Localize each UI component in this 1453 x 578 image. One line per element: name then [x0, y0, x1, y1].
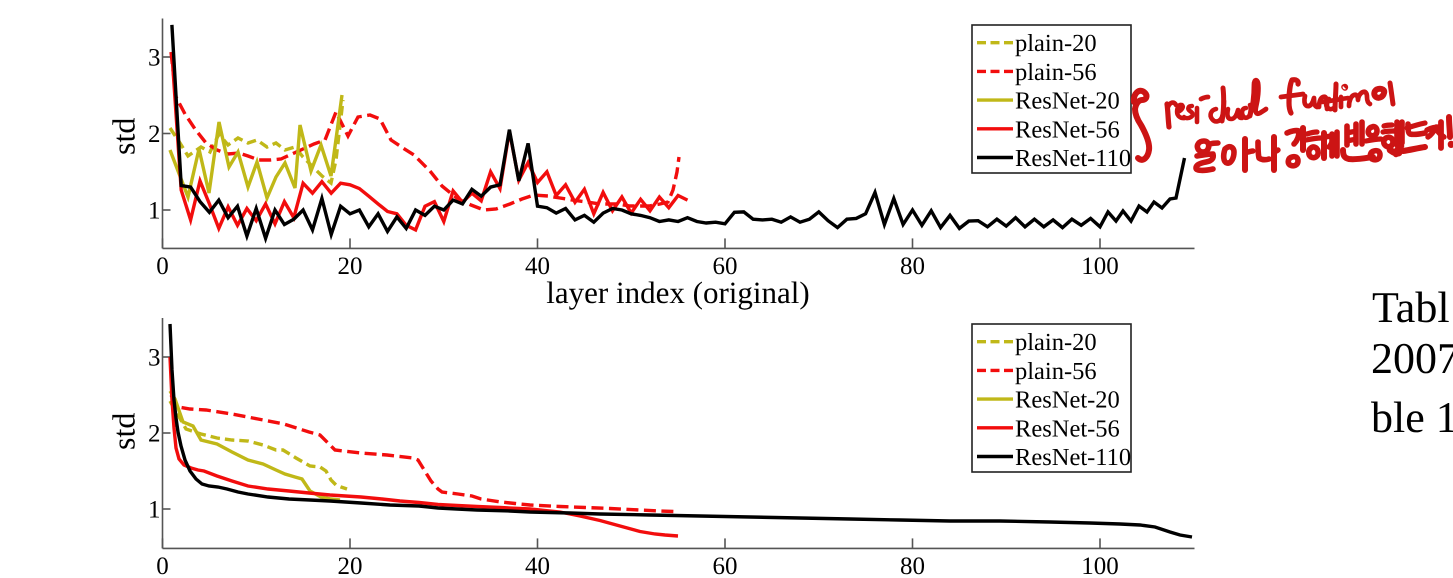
svg-text:std: std [106, 118, 142, 155]
svg-text:1: 1 [148, 497, 161, 524]
svg-text:ResNet-20: ResNet-20 [1015, 88, 1120, 115]
svg-text:1: 1 [148, 198, 161, 225]
svg-text:0: 0 [156, 253, 169, 280]
svg-text:ble 1: ble 1 [1371, 393, 1453, 442]
svg-text:100: 100 [1081, 553, 1119, 578]
svg-text:plain-56: plain-56 [1015, 358, 1097, 385]
svg-text:3: 3 [148, 345, 161, 372]
svg-text:80: 80 [900, 553, 925, 578]
svg-text:0: 0 [156, 553, 169, 578]
svg-text:20: 20 [338, 253, 363, 280]
svg-text:ResNet-110: ResNet-110 [1015, 444, 1131, 471]
svg-text:3: 3 [148, 45, 161, 72]
svg-text:2007: 2007 [1371, 334, 1453, 383]
svg-text:std: std [106, 413, 142, 450]
svg-text:Tabl: Tabl [1372, 283, 1450, 332]
svg-text:20: 20 [338, 553, 363, 578]
svg-text:ResNet-56: ResNet-56 [1015, 116, 1120, 143]
svg-text:2: 2 [148, 421, 161, 448]
svg-text:layer index (original): layer index (original) [546, 275, 809, 310]
svg-text:100: 100 [1081, 253, 1119, 280]
svg-text:80: 80 [900, 253, 925, 280]
svg-text:plain-20: plain-20 [1015, 30, 1097, 57]
svg-text:60: 60 [713, 553, 738, 578]
svg-text:plain-56: plain-56 [1015, 59, 1097, 86]
svg-text:plain-20: plain-20 [1015, 329, 1097, 356]
svg-text:60: 60 [713, 253, 738, 280]
svg-text:ResNet-20: ResNet-20 [1015, 387, 1120, 414]
svg-text:2: 2 [148, 121, 161, 148]
svg-text:40: 40 [525, 253, 550, 280]
svg-text:ResNet-56: ResNet-56 [1015, 415, 1120, 442]
svg-text:40: 40 [525, 553, 550, 578]
svg-text:ResNet-110: ResNet-110 [1015, 145, 1131, 172]
